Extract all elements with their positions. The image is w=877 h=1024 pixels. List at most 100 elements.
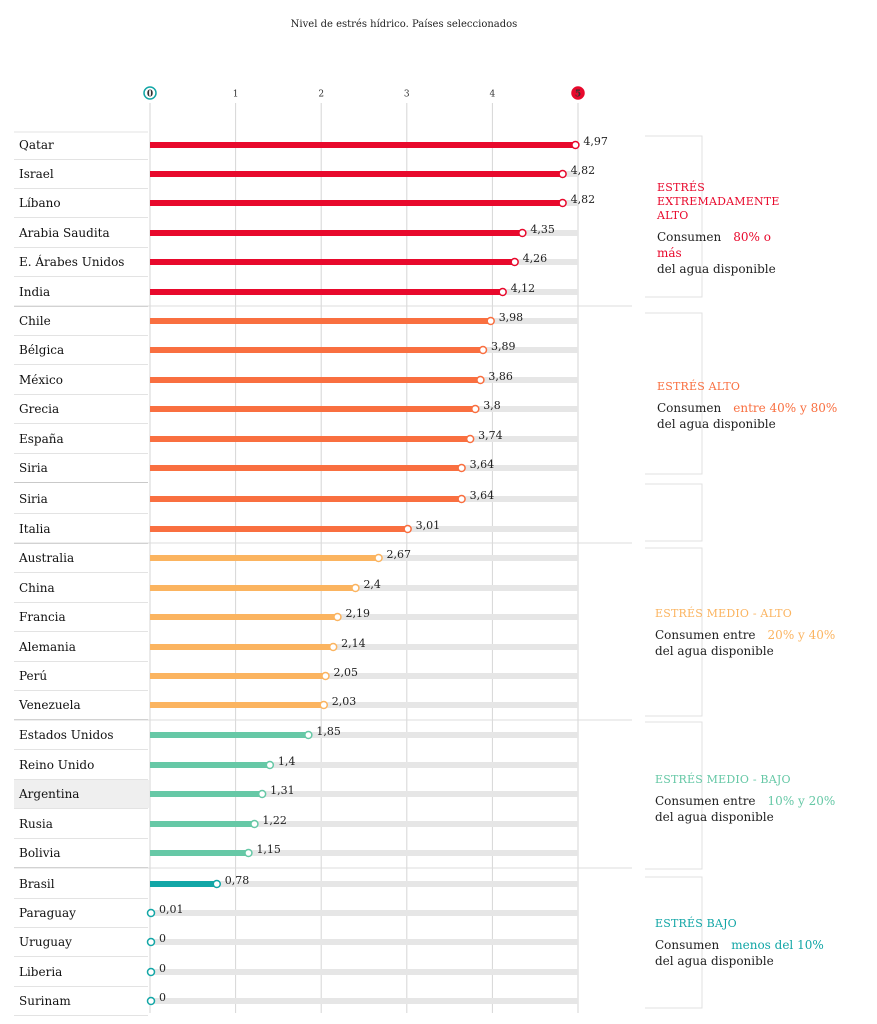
axis-tick-label: 3 [404,90,410,100]
band-highlight: menos del 10% [731,938,824,952]
band-description: Consumen entre 20% y 40% del agua disponi… [655,627,855,659]
country-label: Surinam [19,994,71,1008]
axis-tick-label: 4 [490,90,496,100]
band-high: ESTRÉS ALTO Consumen entre 40% y 80% del … [657,380,857,432]
band-line: Consumen [657,401,722,415]
country-label: Liberia [19,965,62,979]
value-label: 4,97 [583,135,608,148]
band-title: ESTRÉS MEDIO - ALTO [655,607,792,620]
value-label: 0 [159,991,166,1004]
band-title: ESTRÉS BAJO [655,917,737,930]
bar-end-marker [571,140,580,150]
bar-end-marker [374,553,383,563]
bar-end-marker [403,524,412,534]
bar-end-marker [478,345,488,355]
bar-end-marker [333,612,342,622]
bar-end-marker [244,848,253,858]
axis-tick-label: 2 [318,90,324,100]
chart-title: Nivel de estrés hídrico. Países seleccio… [291,19,518,30]
bar-end-marker [265,760,275,770]
bar-end-marker [558,198,567,208]
group-bracket [645,135,703,298]
axis-tick-label: 5 [575,90,581,100]
value-label: 2,4 [363,578,381,591]
value-label: 2,19 [345,607,370,620]
value-label: 0 [159,962,166,975]
axis-tick-marker [143,86,157,100]
row-highlight [14,780,149,808]
value-label: 2,03 [332,695,357,708]
bar-end-marker [212,879,222,889]
bar-end-marker [319,700,329,710]
bar-end-marker [498,287,507,297]
value-label: 1,22 [262,814,287,827]
value-label: 4,12 [511,282,536,295]
country-label: Paraguay [19,906,76,920]
band-medium-high: ESTRÉS MEDIO - ALTO Consumen entre 20% y … [655,607,855,659]
value-label: 0 [159,932,166,945]
bar-end-marker [486,316,495,326]
value-label: 3,89 [491,340,516,353]
bar-end-marker [257,789,267,799]
country-label: India [19,285,50,299]
bar-end-marker [328,642,338,652]
band-highlight: entre 40% y 80% [733,401,838,415]
value-label: 4,26 [523,252,548,265]
country-label: Brasil [19,877,55,891]
band-line: Consumen entre [655,628,756,642]
band-description: Consumen entre 40% y 80% del agua disponi… [657,400,857,432]
country-label: E. Árabes Unidos [19,254,124,269]
value-label: 1,85 [316,725,341,738]
country-label: Venezuela [18,698,81,712]
band-line: del agua disponible [655,810,774,824]
country-label: Qatar [19,138,54,152]
band-title: ESTRÉS EXTREMADAMENTE ALTO [657,181,780,222]
bar-end-marker [250,819,259,829]
bar-end-marker [304,730,313,740]
country-label: Siria [19,461,48,475]
group-bracket [645,483,703,542]
band-title: ESTRÉS MEDIO - BAJO [655,773,791,786]
group-bracket [645,547,703,717]
group-bracket [645,876,703,1009]
country-label: Uruguay [19,935,72,949]
bar-end-marker [321,671,330,681]
country-label: México [19,373,63,387]
bar-end-marker [457,463,466,473]
value-label: 3,74 [478,429,503,442]
value-label: 2,67 [387,548,412,561]
value-label: 1,4 [278,755,296,768]
value-label: 2,05 [333,666,358,679]
band-line: Consumen [655,938,720,952]
group-bracket [645,721,703,870]
bar-end-marker [510,257,519,267]
band-low: ESTRÉS BAJO Consumen menos del 10% del ag… [655,917,855,969]
bar-end-marker [146,908,156,918]
country-label: Bélgica [19,343,64,357]
axis-tick-marker [571,86,585,100]
band-line: del agua disponible [655,954,774,968]
bar-end-marker [476,375,485,385]
value-label: 3,64 [470,458,495,471]
country-label: Italia [19,522,51,536]
group-bracket [645,312,703,475]
country-label: Bolivia [19,846,61,860]
country-label: Rusia [19,817,53,831]
country-label: Estados Unidos [19,728,114,742]
band-line: del agua disponible [657,262,776,276]
bar-end-marker [457,494,466,504]
country-label: Alemania [18,640,76,654]
bar-end-marker [146,996,156,1006]
bar-end-marker [146,937,156,947]
value-label: 0,78 [225,874,250,887]
band-title: ESTRÉS ALTO [657,380,741,393]
band-description: Consumen entre 10% y 20% del agua disponi… [655,793,855,825]
country-label: Francia [19,610,66,624]
band-highlight: 20% y 40% [767,628,836,642]
axis-tick-label: 0 [147,90,153,100]
bar-end-marker [351,583,360,593]
bar-end-marker [146,967,156,977]
bar-end-marker [558,169,567,179]
axis-tick-label: 1 [233,90,239,100]
